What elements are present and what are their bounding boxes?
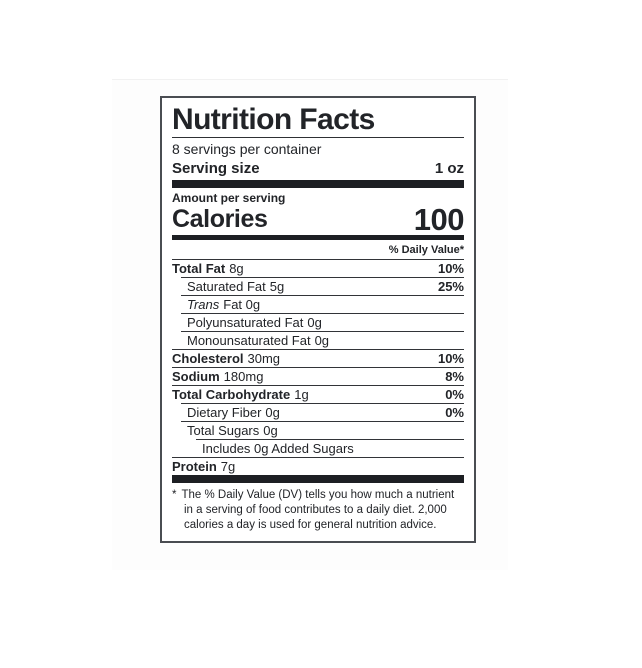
nutrient-row-total-carbohydrate: Total Carbohydrate 1g 0% [172, 385, 464, 403]
nutrient-amount: 0g [265, 405, 280, 420]
nutrient-name: Protein [172, 459, 217, 474]
nutrient-amount: 0g [307, 315, 322, 330]
nutrient-amount: 0g [263, 423, 278, 438]
nutrient-name: Monounsaturated Fat [187, 333, 311, 348]
thick-divider-bottom [172, 475, 464, 483]
nutrient-row-protein: Protein 7g [172, 457, 464, 475]
nutrient-amount: 30mg [247, 351, 281, 366]
nutrient-dv: 10% [437, 261, 464, 276]
nutrient-amount: 8g [229, 261, 244, 276]
nutrient-name: Saturated Fat [187, 279, 266, 294]
nutrient-row-total-sugars: Total Sugars 0g [181, 421, 464, 439]
nutrient-dv: 0% [445, 387, 464, 402]
serving-size-row: Serving size 1 oz [172, 159, 464, 178]
nutrient-name: Trans [187, 297, 220, 312]
nutrient-name: Sodium [172, 369, 220, 384]
amount-per-serving-label: Amount per serving [172, 191, 286, 205]
serving-size-value: 1 oz [434, 160, 464, 177]
label-title: Nutrition Facts [172, 103, 464, 138]
nutrient-name: Includes 0g Added Sugars [202, 441, 354, 456]
serving-size-label: Serving size [172, 160, 260, 177]
footnote-text: The % Daily Value (DV) tells you how muc… [181, 489, 455, 531]
calories-row: Calories 100 [172, 202, 465, 237]
nutrient-amount: 0g [314, 333, 330, 348]
calories-value: 100 [413, 202, 465, 237]
nutrient-dv: 10% [437, 351, 464, 366]
nutrient-row-saturated-fat: Saturated Fat 5g 25% [181, 277, 464, 295]
nutrient-name: Total Carbohydrate [172, 387, 291, 402]
nutrient-amount: 180mg [223, 369, 264, 384]
nutrient-row-polyunsaturated-fat: Polyunsaturated Fat 0g [181, 313, 464, 331]
nutrient-amount: 5g [269, 279, 285, 294]
nutrient-row-total-fat: Total Fat 8g 10% [172, 259, 464, 277]
nutrient-name: Cholesterol [172, 351, 244, 366]
nutrient-dv: 8% [445, 369, 464, 384]
footnote-marker: * [172, 489, 177, 501]
nutrient-dv: 0% [445, 405, 464, 420]
nutrient-row-dietary-fiber: Dietary Fiber 0g 0% [181, 403, 464, 421]
nutrient-name: Dietary Fiber [187, 405, 262, 420]
nutrient-row-monounsaturated-fat: Monounsaturated Fat 0g [181, 331, 464, 349]
servings-per-container: 8 servings per container [172, 141, 322, 157]
nutrient-row-trans-fat: Trans Fat 0g [181, 295, 464, 313]
nutrient-row-added-sugars: Includes 0g Added Sugars [196, 439, 464, 457]
nutrient-amount: 1g [294, 387, 309, 402]
nutrient-amount: 7g [220, 459, 236, 474]
calories-label: Calories [172, 205, 268, 233]
nutrient-row-cholesterol: Cholesterol 30mg 10% [172, 349, 464, 367]
nutrient-dv: 25% [437, 279, 464, 294]
medium-divider [172, 235, 464, 240]
nutrient-name: Total Sugars [187, 423, 260, 438]
nutrient-name: Polyunsaturated Fat [187, 315, 304, 330]
thick-divider-top [172, 180, 464, 188]
daily-value-header: % Daily Value* [388, 244, 464, 256]
nutrient-row-sodium: Sodium 180mg 8% [172, 367, 464, 385]
nutrition-facts-label: Nutrition Facts 8 servings per container… [160, 96, 476, 543]
nutrient-amount: Fat 0g [223, 297, 261, 312]
daily-value-footnote: * The % Daily Value (DV) tells you how mu… [172, 488, 464, 533]
nutrient-name: Total Fat [172, 261, 226, 276]
